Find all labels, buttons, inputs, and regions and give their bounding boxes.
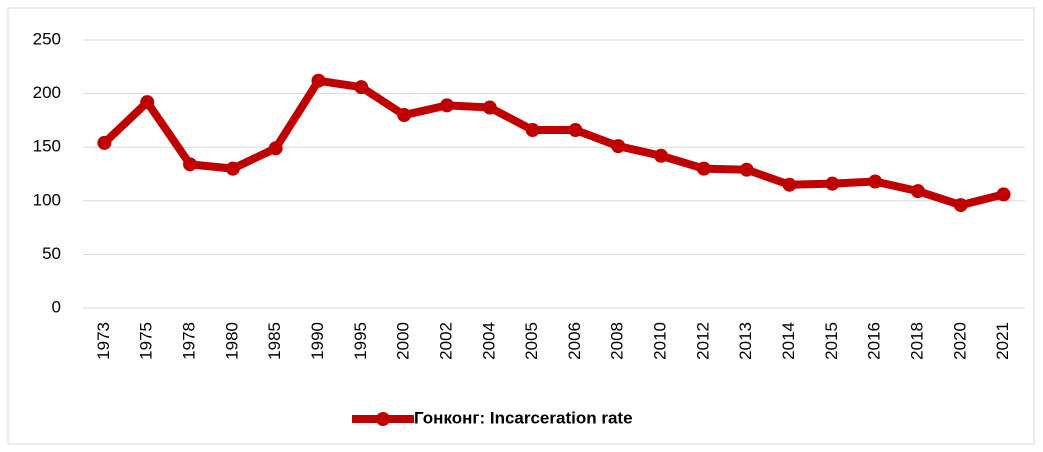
x-tick-label: 2008 [608, 322, 627, 360]
data-line [101, 76, 1005, 210]
data-point [654, 148, 669, 163]
legend-marker [376, 412, 390, 426]
data-point [482, 100, 497, 115]
x-tick-label: 2020 [950, 322, 969, 360]
data-point [953, 198, 968, 213]
y-tick-label: 0 [52, 297, 61, 316]
y-tick-label: 200 [33, 83, 61, 102]
x-tick-label: 2005 [522, 322, 541, 360]
data-point [996, 187, 1011, 202]
x-tick-label: 1975 [137, 322, 156, 360]
data-point [611, 139, 626, 154]
data-point [140, 95, 155, 110]
data-point [525, 123, 540, 138]
x-tick-label: 2004 [479, 322, 498, 360]
x-tick-label: 1980 [222, 322, 241, 360]
data-point [183, 157, 198, 172]
x-tick-label: 2006 [565, 322, 584, 360]
data-point [568, 123, 583, 138]
data-point [868, 174, 883, 189]
x-tick-label: 2010 [651, 322, 670, 360]
data-point [225, 161, 240, 176]
x-tick-label: 2016 [865, 322, 884, 360]
x-tick-label: 2012 [693, 322, 712, 360]
chart-border [7, 7, 1035, 445]
x-tick-label: 1978 [180, 322, 199, 360]
data-point [97, 135, 112, 150]
x-tick-label: 1973 [94, 322, 113, 360]
y-tick-label: 150 [33, 137, 61, 156]
x-tick-label: 1990 [308, 322, 327, 360]
data-point [782, 177, 797, 192]
x-tick-label: 1985 [265, 322, 284, 360]
x-tick-label: 2018 [907, 322, 926, 360]
legend-label: Гонконг: Incarceration rate [414, 408, 633, 427]
data-point [739, 162, 754, 177]
x-tick-label: 2013 [736, 322, 755, 360]
data-point [354, 80, 369, 95]
data-point [397, 108, 412, 123]
x-tick-label: 2002 [436, 322, 455, 360]
data-point [696, 161, 711, 176]
x-tick-label: 2014 [779, 322, 798, 360]
x-tick-label: 2000 [394, 322, 413, 360]
x-tick-label: 1995 [351, 322, 370, 360]
y-tick-label: 100 [33, 190, 61, 209]
data-point [910, 184, 925, 199]
data-point [825, 176, 840, 191]
data-point [439, 98, 454, 113]
x-tick-label: 2015 [822, 322, 841, 360]
data-point [268, 141, 283, 156]
x-tick-label: 2021 [993, 322, 1012, 360]
y-tick-label: 50 [42, 244, 61, 263]
data-point [311, 73, 326, 88]
y-tick-label: 250 [33, 29, 61, 48]
